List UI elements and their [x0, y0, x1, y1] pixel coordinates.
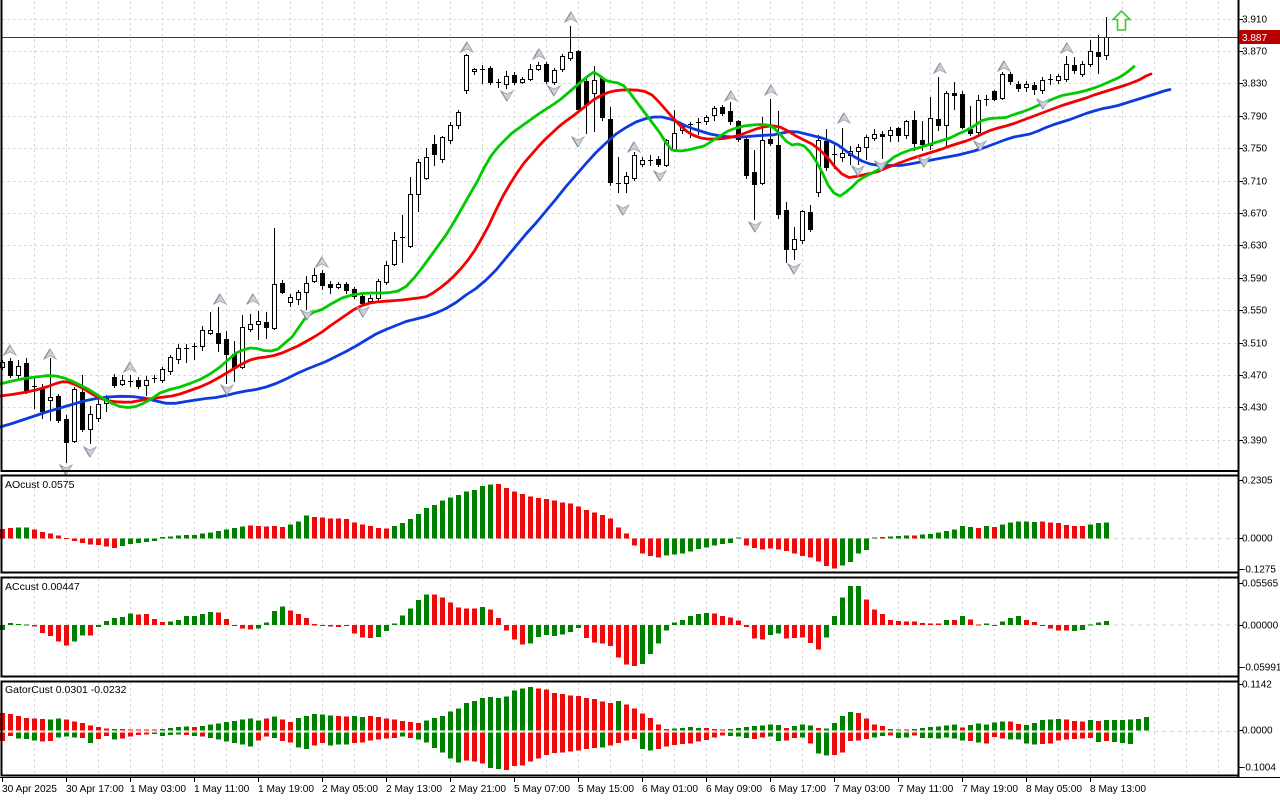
svg-text:2 May 13:00: 2 May 13:00 [386, 784, 442, 795]
svg-text:3.630: 3.630 [1242, 241, 1267, 252]
svg-text:1 May 11:00: 1 May 11:00 [194, 784, 250, 795]
svg-text:3.710: 3.710 [1242, 177, 1267, 188]
svg-text:0.0000: 0.0000 [1242, 726, 1273, 737]
svg-text:3.670: 3.670 [1242, 209, 1267, 220]
svg-text:ACcust 0.00447: ACcust 0.00447 [5, 581, 80, 593]
svg-text:3.910: 3.910 [1242, 15, 1267, 26]
svg-text:-0.05991: -0.05991 [1242, 663, 1280, 674]
svg-text:0.0000: 0.0000 [1242, 534, 1273, 545]
svg-text:30 Apr 17:00: 30 Apr 17:00 [66, 784, 124, 795]
svg-text:8 May 05:00: 8 May 05:00 [1026, 784, 1082, 795]
svg-text:GatorCust 0.0301 -0.0232: GatorCust 0.0301 -0.0232 [5, 684, 127, 696]
svg-text:3.870: 3.870 [1242, 47, 1267, 58]
svg-text:-0.1275: -0.1275 [1242, 565, 1276, 576]
svg-text:1 May 19:00: 1 May 19:00 [258, 784, 314, 795]
svg-text:6 May 01:00: 6 May 01:00 [642, 784, 698, 795]
svg-text:AOcust 0.0575: AOcust 0.0575 [5, 479, 75, 491]
svg-text:6 May 09:00: 6 May 09:00 [706, 784, 762, 795]
svg-text:7 May 19:00: 7 May 19:00 [962, 784, 1018, 795]
svg-text:3.390: 3.390 [1242, 436, 1267, 447]
svg-text:5 May 07:00: 5 May 07:00 [514, 784, 570, 795]
svg-text:1 May 03:00: 1 May 03:00 [130, 784, 186, 795]
svg-text:30 Apr 2025: 30 Apr 2025 [2, 784, 57, 795]
svg-text:3.550: 3.550 [1242, 306, 1267, 317]
svg-text:0.1142: 0.1142 [1242, 680, 1272, 691]
svg-text:2 May 21:00: 2 May 21:00 [450, 784, 506, 795]
svg-text:3.830: 3.830 [1242, 79, 1267, 90]
svg-text:3.590: 3.590 [1242, 274, 1267, 285]
svg-text:8 May 13:00: 8 May 13:00 [1090, 784, 1146, 795]
svg-text:7 May 03:00: 7 May 03:00 [834, 784, 890, 795]
svg-text:0.2305: 0.2305 [1242, 476, 1273, 487]
svg-text:2 May 05:00: 2 May 05:00 [322, 784, 378, 795]
svg-text:3.790: 3.790 [1242, 112, 1267, 123]
svg-text:3.430: 3.430 [1242, 403, 1267, 414]
svg-text:0.05565: 0.05565 [1242, 579, 1279, 590]
svg-text:3.887: 3.887 [1242, 33, 1267, 44]
svg-text:-0.1004: -0.1004 [1242, 763, 1276, 774]
svg-text:6 May 17:00: 6 May 17:00 [770, 784, 826, 795]
svg-text:3.510: 3.510 [1242, 339, 1267, 350]
svg-text:0.00000: 0.00000 [1242, 621, 1279, 632]
svg-text:3.470: 3.470 [1242, 371, 1267, 382]
svg-text:3.750: 3.750 [1242, 144, 1267, 155]
svg-text:7 May 11:00: 7 May 11:00 [898, 784, 954, 795]
svg-text:5 May 15:00: 5 May 15:00 [578, 784, 634, 795]
